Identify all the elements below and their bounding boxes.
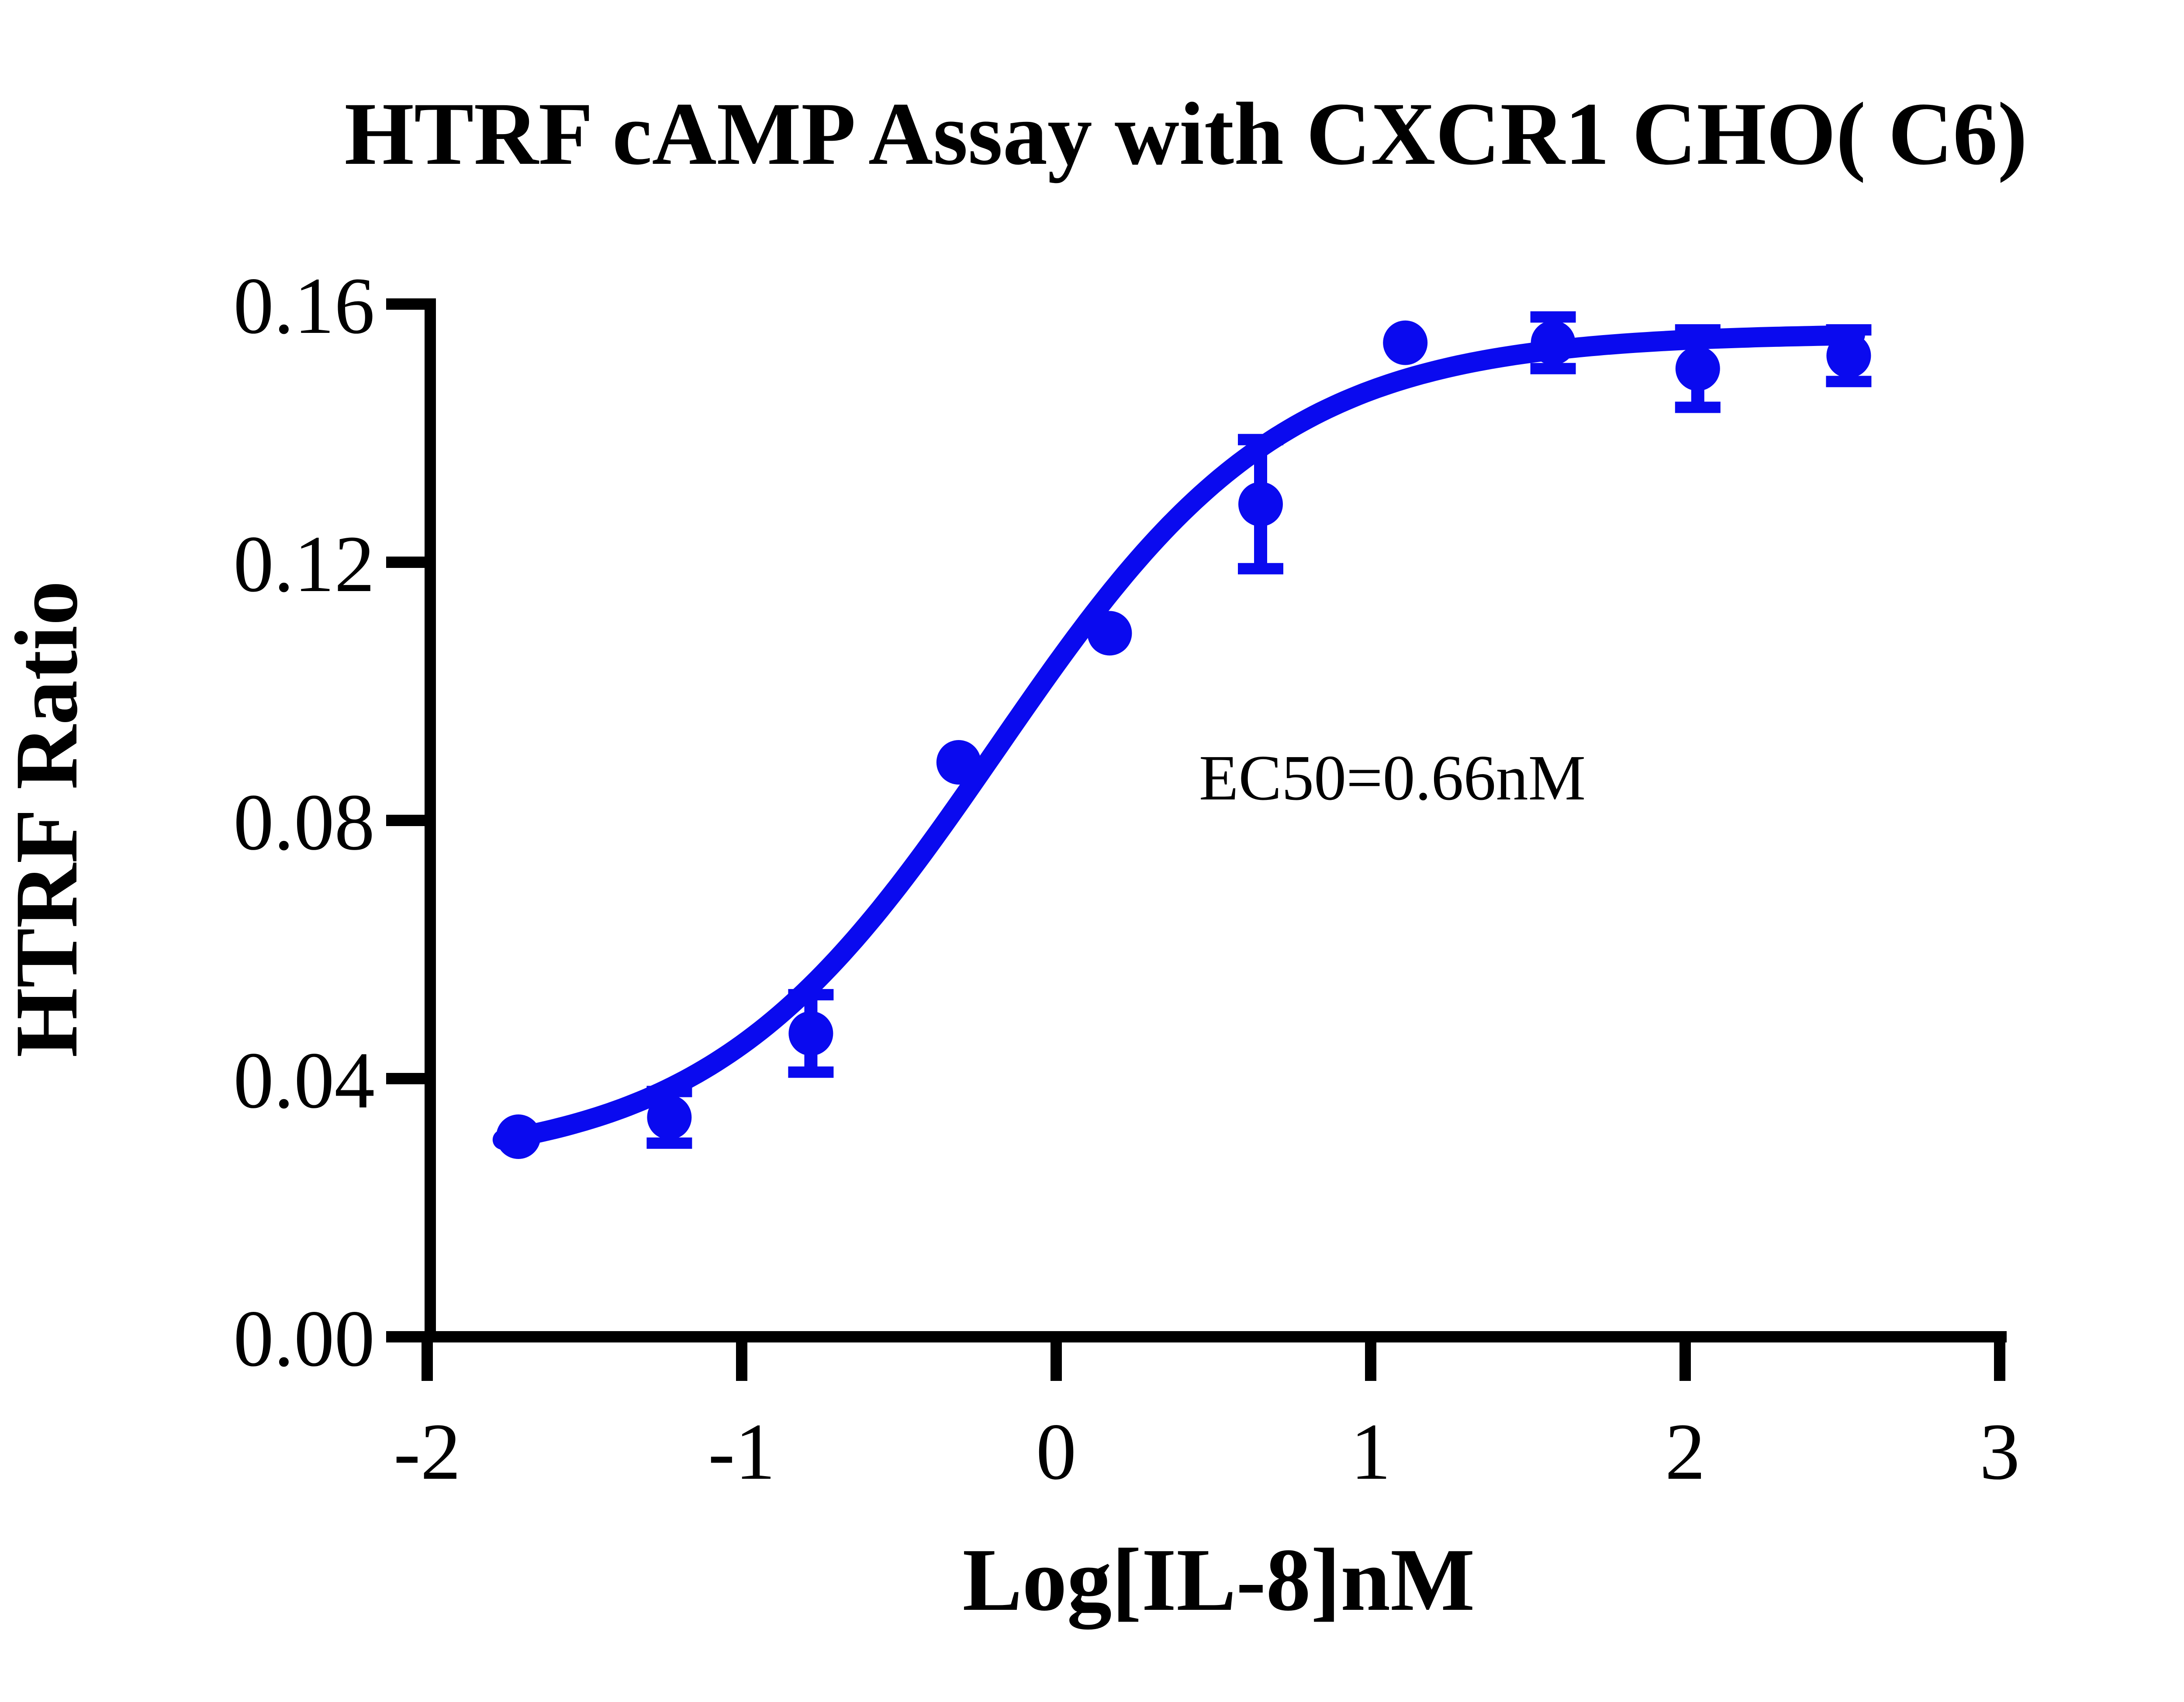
error-bar-cap-bottom bbox=[1675, 401, 1721, 413]
error-bar-cap-bottom bbox=[788, 1066, 834, 1078]
y-tick-label: 0.12 bbox=[233, 519, 375, 609]
data-point-marker bbox=[788, 1011, 833, 1056]
data-point-marker bbox=[1087, 611, 1132, 656]
x-axis-ticks: -2 -1 0 1 2 3 bbox=[394, 1342, 2020, 1497]
x-tick-label: 0 bbox=[1036, 1407, 1077, 1497]
y-tick-mark bbox=[386, 298, 425, 310]
x-tick-label: 2 bbox=[1665, 1407, 1706, 1497]
x-tick-label: -1 bbox=[708, 1407, 775, 1497]
error-bar-cap-bottom bbox=[1238, 563, 1283, 574]
x-tick-mark bbox=[736, 1342, 747, 1381]
fit-curve bbox=[492, 325, 1865, 1150]
data-point-marker bbox=[1531, 320, 1576, 365]
ec50-annotation: EC50=0.66nM bbox=[1199, 742, 1586, 814]
data-point-marker bbox=[647, 1095, 692, 1140]
error-bar-cap-top bbox=[788, 989, 834, 1000]
y-tick-mark bbox=[386, 557, 425, 568]
x-tick-mark bbox=[1679, 1342, 1691, 1381]
x-tick-mark bbox=[1994, 1342, 2005, 1381]
y-tick-mark bbox=[386, 1073, 425, 1084]
x-tick-label: 1 bbox=[1351, 1407, 1391, 1497]
y-axis-label: HTRF Ratio bbox=[0, 581, 96, 1057]
y-tick-label: 0.08 bbox=[233, 778, 375, 867]
y-tick-label: 0.04 bbox=[233, 1036, 375, 1125]
y-tick-mark bbox=[386, 815, 425, 826]
y-tick-mark bbox=[386, 1331, 425, 1342]
data-point-marker bbox=[1675, 346, 1720, 391]
x-tick-mark bbox=[1051, 1342, 1062, 1381]
fit-curve-group bbox=[492, 325, 1865, 1150]
error-bar-cap-top bbox=[1675, 324, 1721, 336]
error-bar-cap-top bbox=[1238, 434, 1283, 446]
y-axis-ticks: 0.00 0.04 0.08 0.12 0.16 bbox=[233, 261, 425, 1384]
data-points-group bbox=[496, 320, 1871, 1159]
y-axis-line bbox=[425, 298, 436, 1342]
x-tick-mark bbox=[1365, 1342, 1376, 1381]
y-tick-label: 0.16 bbox=[233, 261, 375, 351]
data-point-marker bbox=[1826, 333, 1871, 378]
chart-title: HTRF cAMP Assay with CXCR1 CHO( C6) bbox=[344, 84, 2027, 183]
x-axis-label: Log[IL-8]nM bbox=[962, 1530, 1475, 1629]
x-tick-label: -2 bbox=[394, 1407, 461, 1497]
x-axis-line bbox=[425, 1331, 2007, 1342]
data-point-marker bbox=[1383, 320, 1428, 365]
data-point-marker bbox=[1238, 482, 1283, 527]
data-point-marker bbox=[936, 740, 981, 785]
y-tick-label: 0.00 bbox=[233, 1294, 375, 1384]
x-tick-mark bbox=[422, 1342, 433, 1381]
x-tick-label: 3 bbox=[1980, 1407, 2020, 1497]
data-point-marker bbox=[496, 1114, 541, 1159]
